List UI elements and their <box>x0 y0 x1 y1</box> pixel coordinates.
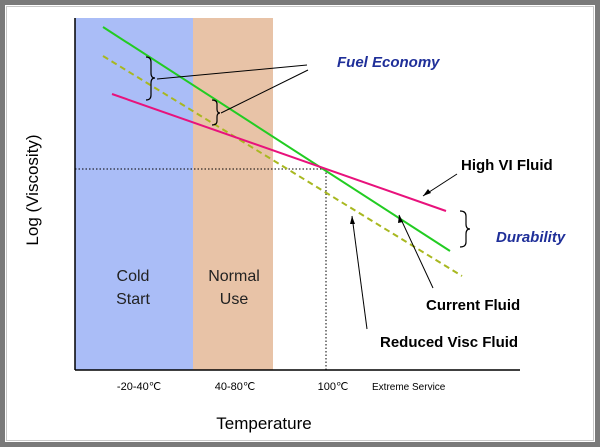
region-label-normal-use-line2: Use <box>220 291 249 308</box>
pointer-fuel-economy-1 <box>156 64 308 80</box>
series-label-current-fluid: Current Fluid <box>426 297 520 314</box>
arrowhead-high-vi-fluid <box>423 189 431 196</box>
y-axis-title: Log (Viscosity) <box>23 134 42 245</box>
series-line-high-vi-fluid <box>111 93 447 212</box>
tick-label-1: 40-80℃ <box>215 381 256 393</box>
annotation-durability: Durability <box>496 229 566 246</box>
brace-fuel-economy-1 <box>145 56 156 101</box>
region-label-cold-start-line1: Cold <box>117 268 150 285</box>
region-normal-use <box>193 18 273 370</box>
region-cold-start <box>75 18 193 370</box>
region-label-cold-start-line2: Start <box>116 291 150 308</box>
arrowhead-current-fluid <box>398 215 403 223</box>
series-label-reduced-visc-fluid: Reduced Visc Fluid <box>380 334 518 351</box>
region-label-normal-use-line1: Normal <box>208 268 260 285</box>
pointer-reduced-visc-fluid <box>351 215 368 330</box>
tick-label-3: Extreme Service <box>372 382 446 393</box>
annotation-fuel-economy: Fuel Economy <box>337 54 440 71</box>
tick-label-2: 100℃ <box>318 381 349 393</box>
brace-fuel-economy-2 <box>211 99 221 126</box>
pointer-current-fluid <box>398 214 434 289</box>
arrowhead-reduced-visc-fluid <box>350 216 355 224</box>
tick-label-0: -20-40℃ <box>117 381 161 393</box>
x-axis-title: Temperature <box>216 414 311 433</box>
pointer-fuel-economy-2 <box>220 69 309 114</box>
series-line-current-fluid <box>102 26 451 252</box>
series-label-high-vi-fluid: High VI Fluid <box>461 157 553 174</box>
series-line-reduced-visc-fluid <box>102 55 463 277</box>
brace-durability <box>459 210 471 248</box>
